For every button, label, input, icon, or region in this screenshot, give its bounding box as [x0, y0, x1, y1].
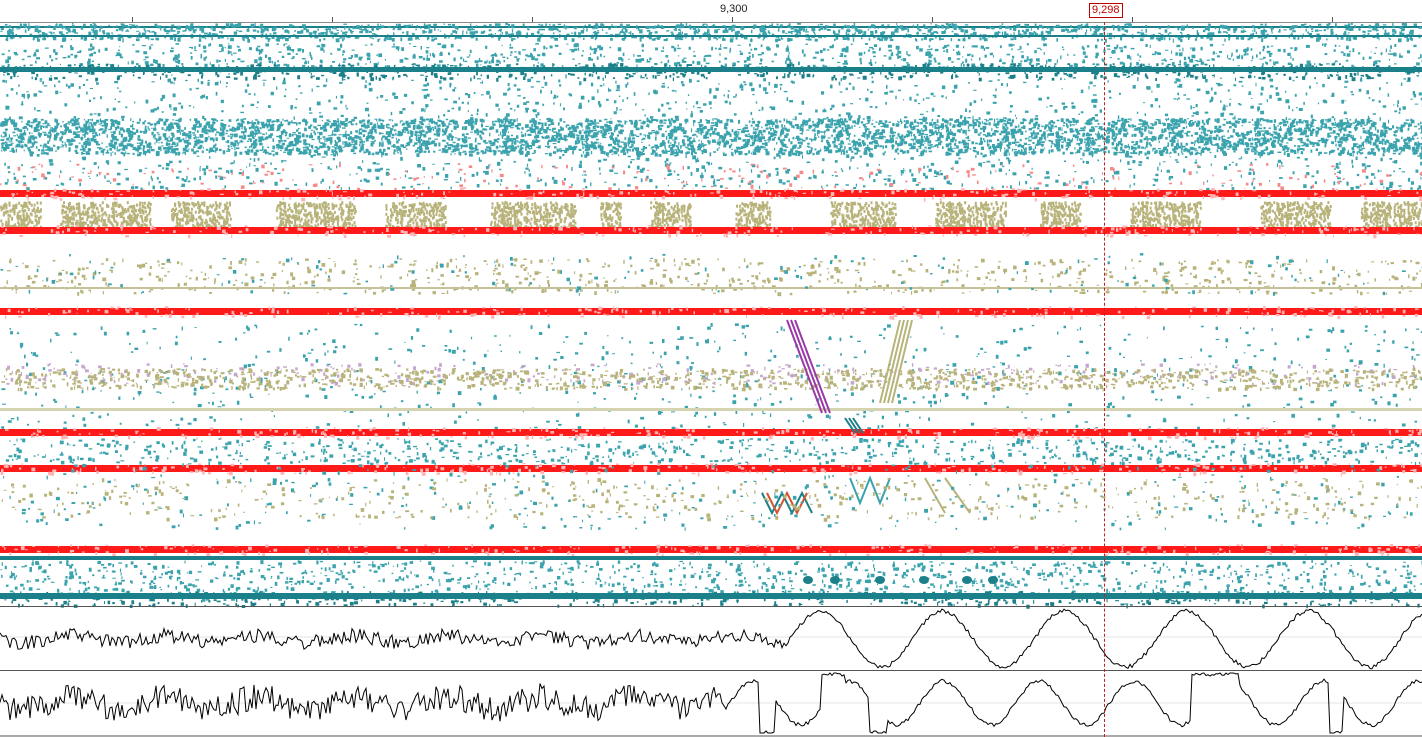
- olive-diagonal-artifact: [879, 319, 913, 404]
- olive-lower-specks: [1, 478, 1422, 522]
- teal-dot-marker: [803, 576, 813, 584]
- teal-cloud-dense: [0, 118, 1422, 157]
- waveform-channel-2: [0, 672, 1422, 734]
- red-channel-line-3: [0, 308, 1422, 315]
- red-channel-line-3-fringe: [4, 306, 1419, 320]
- teal-sparse-specks: [0, 253, 1422, 296]
- teal-band-top: [0, 26, 1422, 28]
- teal-dot-marker: [962, 576, 972, 584]
- ruler-tick: [1332, 17, 1333, 22]
- teal-dot-marker: [988, 576, 998, 584]
- teal-diagonal-artifact: [844, 417, 864, 434]
- olive-block: [1040, 201, 1082, 230]
- olive-block: [1130, 201, 1202, 230]
- olive-block: [170, 201, 232, 230]
- ruler-tick: [732, 17, 733, 22]
- olive-block: [60, 201, 152, 230]
- ruler-tick: [532, 17, 533, 22]
- red-channel-line-4-fringe: [5, 427, 1422, 441]
- olive-mid-band: [1, 368, 1422, 392]
- red-channel-line-5: [0, 465, 1422, 472]
- cursor-time-label[interactable]: 9,298: [1089, 3, 1123, 18]
- olive-block: [275, 201, 357, 230]
- time-ruler[interactable]: 9,300 9,298: [0, 0, 1422, 23]
- teal-bottom-noise: [0, 560, 1422, 602]
- olive-block: [0, 201, 43, 230]
- signal-plot[interactable]: [0, 23, 1422, 737]
- red-channel-line-4: [0, 429, 1422, 436]
- red-channel-line-6: [0, 546, 1422, 553]
- pink-specks-1: [0, 163, 1422, 192]
- time-cursor-line[interactable]: [1104, 22, 1105, 737]
- red-channel-line-2: [0, 227, 1422, 234]
- olive-block: [650, 201, 692, 230]
- teal-bottom-band-2: [0, 593, 1422, 599]
- ruler-time-label: 9,300: [720, 3, 748, 15]
- teal-band-1-noise: [0, 23, 1422, 43]
- teal-band-thick: [0, 67, 1422, 72]
- purple-diagonal-artifact: [786, 319, 831, 414]
- teal-bottom-band-1: [0, 556, 1422, 560]
- red-channel-line-1-fringe: [11, 188, 1422, 202]
- olive-block: [600, 201, 622, 230]
- teal-dot-marker: [830, 576, 840, 584]
- ruler-tick: [932, 17, 933, 22]
- ruler-tick: [332, 17, 333, 22]
- purple-faint-specks: [5, 363, 1416, 387]
- teal-band-2: [0, 35, 1422, 37]
- teal-dot-marker: [919, 576, 929, 584]
- red-channel-line-6-fringe: [1, 544, 1421, 558]
- ruler-tick: [1132, 17, 1133, 22]
- teal-lower-specks: [5, 438, 1422, 467]
- ruler-tick: [132, 17, 133, 22]
- olive-block: [490, 201, 577, 230]
- olive-faint-band: [0, 287, 1422, 289]
- olive-block: [935, 201, 1007, 230]
- waveform-channel-1: [0, 608, 1422, 670]
- olive-block: [830, 201, 897, 230]
- zigzag-artifact: [761, 475, 971, 516]
- olive-block: [1360, 201, 1422, 230]
- olive-block: [385, 201, 447, 230]
- olive-sparse-specks: [4, 258, 1422, 297]
- teal-cloud-lower: [4, 153, 1422, 192]
- teal-band-thick-noise: [3, 63, 1421, 82]
- teal-dot-marker: [875, 576, 885, 584]
- red-channel-line-5-fringe: [0, 463, 1422, 477]
- olive-block: [1260, 201, 1332, 230]
- olive-block: [735, 201, 772, 230]
- olive-low-band: [0, 408, 1422, 411]
